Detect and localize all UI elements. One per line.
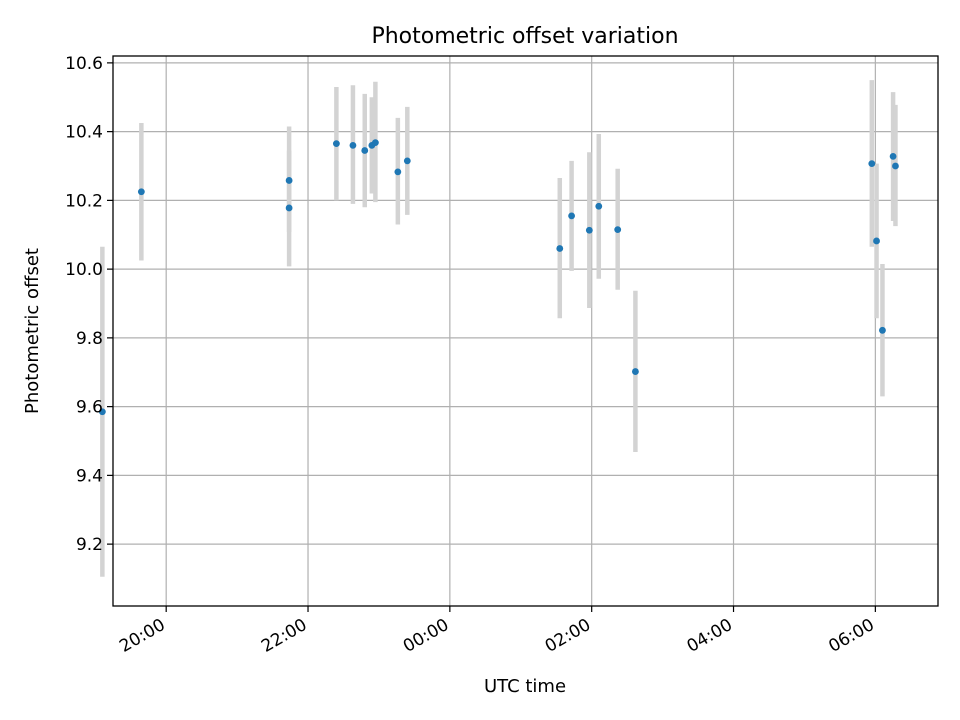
grid-layer xyxy=(113,56,938,606)
x-tick-label: 20:00 xyxy=(116,615,168,657)
data-point xyxy=(873,237,880,245)
x-tick-label: 06:00 xyxy=(825,615,877,657)
x-tick-label: 02:00 xyxy=(542,615,594,657)
plot-frame xyxy=(112,55,939,607)
data-point xyxy=(98,408,106,416)
x-tick-label: 04:00 xyxy=(684,615,736,657)
y-tick-label: 10.2 xyxy=(65,191,103,211)
data-point xyxy=(614,226,622,233)
y-tick-label: 10.0 xyxy=(65,260,103,280)
data-point xyxy=(285,177,293,184)
y-tick-label: 9.8 xyxy=(76,329,103,349)
data-point xyxy=(889,152,897,160)
data-point xyxy=(568,212,575,220)
data-point xyxy=(349,141,357,149)
data-point xyxy=(556,245,564,252)
data-point xyxy=(332,140,340,148)
x-axis-label: UTC time xyxy=(484,676,566,697)
errorbar-layer xyxy=(100,80,898,577)
y-tick-label: 9.6 xyxy=(76,398,103,418)
data-point xyxy=(403,157,411,165)
x-tick-label: 00:00 xyxy=(400,615,452,657)
data-point xyxy=(394,168,402,176)
data-point xyxy=(879,326,886,334)
y-tick-label: 9.4 xyxy=(76,466,103,486)
data-point xyxy=(868,160,876,167)
data-point xyxy=(361,147,369,154)
x-tick-label: 22:00 xyxy=(258,615,310,657)
y-tick-label: 10.4 xyxy=(65,123,103,143)
data-point xyxy=(585,226,593,234)
data-point xyxy=(137,188,145,196)
point-layer xyxy=(98,139,899,416)
data-point xyxy=(285,204,293,212)
data-point xyxy=(892,162,899,170)
data-point xyxy=(595,202,603,210)
y-tick-label: 9.2 xyxy=(76,535,103,555)
y-tick-label: 10.6 xyxy=(65,54,103,74)
y-axis-label: Photometric offset xyxy=(22,248,43,414)
data-point xyxy=(632,368,639,375)
chart-title: Photometric offset variation xyxy=(371,24,678,49)
data-point xyxy=(371,139,379,147)
tick-layer: 9.2 9.4 9.6 9.8 10.0 10.2 10.4 10.6 20:00 22:00 00… xyxy=(65,54,878,657)
